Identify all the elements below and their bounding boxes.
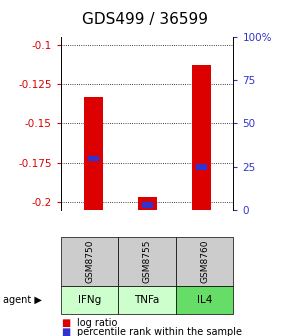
Text: GSM8750: GSM8750 [85,240,94,283]
Bar [84,97,103,210]
Text: TNFa: TNFa [135,295,160,305]
Text: log ratio: log ratio [77,318,117,328]
Bar [196,164,206,169]
Text: ■: ■ [61,318,70,328]
Bar [142,203,152,207]
Text: agent ▶: agent ▶ [3,295,42,305]
Bar [88,156,98,161]
Text: percentile rank within the sample: percentile rank within the sample [77,327,242,336]
Text: IL4: IL4 [197,295,212,305]
Text: IFNg: IFNg [78,295,101,305]
Text: GDS499 / 36599: GDS499 / 36599 [82,12,208,27]
Bar [192,65,211,210]
Bar [138,198,157,210]
Text: GSM8755: GSM8755 [143,240,152,283]
Text: GSM8760: GSM8760 [200,240,209,283]
Text: ■: ■ [61,327,70,336]
